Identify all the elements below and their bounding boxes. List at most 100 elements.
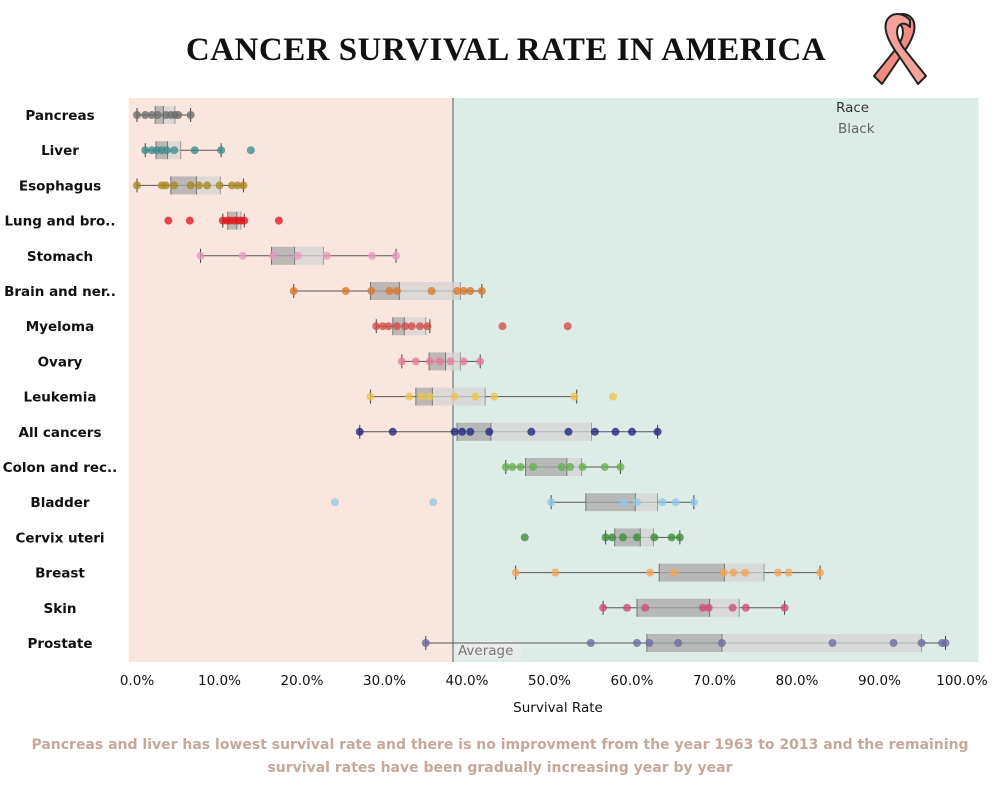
data-point bbox=[578, 463, 587, 471]
data-point bbox=[240, 216, 249, 225]
data-point bbox=[689, 498, 698, 507]
box-lower-half bbox=[525, 458, 567, 476]
row-6: Myeloma bbox=[26, 317, 572, 336]
x-axis: 0.0% 10.0% 20.0% 30.0% 40.0% 50.0% 60.0% 70.0% 8… bbox=[120, 673, 988, 716]
data-point bbox=[147, 111, 156, 119]
data-point bbox=[450, 392, 459, 401]
box-upper-half bbox=[709, 598, 740, 617]
data-point bbox=[941, 639, 950, 647]
caption-text: Pancreas and liver has lowest survival r… bbox=[31, 737, 969, 776]
data-point bbox=[774, 568, 783, 577]
row-11: Bladder bbox=[30, 493, 698, 512]
box-upper-half bbox=[294, 246, 324, 265]
row-9: All cancers bbox=[19, 422, 662, 441]
box-lower-half bbox=[271, 246, 295, 265]
data-point bbox=[816, 568, 825, 577]
x-tick-label: 50.0% bbox=[528, 673, 571, 689]
row-13: Breast bbox=[35, 563, 825, 582]
data-point bbox=[600, 463, 609, 471]
box-lower-half bbox=[614, 528, 641, 547]
category-label: Myeloma bbox=[26, 319, 94, 335]
data-point bbox=[466, 427, 475, 436]
data-point bbox=[190, 146, 199, 155]
category-label: Leukemia bbox=[24, 390, 97, 406]
x-tick-label: 90.0% bbox=[858, 673, 901, 689]
data-point bbox=[453, 287, 462, 295]
data-point bbox=[650, 533, 659, 542]
row-10: Colon and rec.. bbox=[3, 458, 625, 476]
data-point bbox=[547, 498, 556, 507]
legend-title: Race bbox=[836, 100, 869, 116]
data-point bbox=[828, 639, 837, 647]
box-lower-half bbox=[585, 493, 636, 512]
data-point bbox=[385, 287, 394, 295]
data-point bbox=[485, 427, 494, 436]
data-point bbox=[269, 251, 278, 260]
data-point bbox=[674, 639, 683, 647]
box-lower-half bbox=[659, 563, 725, 582]
data-point bbox=[601, 533, 610, 542]
row-0: Pancreas bbox=[25, 106, 195, 124]
data-point bbox=[239, 181, 248, 190]
category-label: Cervix uteri bbox=[15, 530, 104, 546]
x-tick-label: 80.0% bbox=[776, 673, 819, 689]
data-point bbox=[293, 251, 302, 260]
data-point bbox=[551, 568, 560, 577]
data-point bbox=[427, 287, 436, 295]
row-2: Esophagus bbox=[19, 176, 248, 195]
data-point bbox=[529, 463, 537, 471]
data-point bbox=[608, 533, 617, 542]
data-point bbox=[611, 427, 620, 436]
data-point bbox=[141, 111, 150, 119]
data-point bbox=[322, 251, 331, 260]
data-point bbox=[227, 181, 236, 190]
data-point bbox=[520, 533, 529, 542]
data-point bbox=[355, 427, 364, 436]
data-point bbox=[566, 463, 575, 471]
x-tick-label: 40.0% bbox=[446, 673, 489, 689]
data-point bbox=[246, 146, 255, 155]
data-point bbox=[741, 603, 750, 612]
box-lower-half bbox=[170, 176, 197, 195]
data-point bbox=[511, 568, 520, 577]
data-point bbox=[658, 498, 667, 507]
awareness-ribbon-icon bbox=[873, 13, 927, 85]
data-point bbox=[164, 216, 173, 225]
data-point bbox=[341, 287, 350, 295]
box-upper-half bbox=[721, 634, 922, 652]
data-point bbox=[570, 392, 579, 401]
data-point bbox=[203, 181, 212, 190]
data-point bbox=[917, 639, 926, 647]
data-point bbox=[392, 322, 401, 331]
category-label: Esophagus bbox=[19, 178, 101, 194]
data-point bbox=[194, 181, 203, 190]
data-point bbox=[477, 287, 486, 295]
category-label: Ovary bbox=[38, 354, 83, 370]
data-point bbox=[717, 639, 726, 647]
data-point bbox=[397, 357, 406, 366]
legend: Race Black bbox=[836, 100, 875, 137]
data-point bbox=[217, 146, 226, 155]
data-point bbox=[632, 498, 641, 507]
data-point bbox=[186, 181, 195, 190]
data-point bbox=[425, 392, 434, 401]
data-point bbox=[415, 322, 424, 331]
category-label: Bladder bbox=[30, 495, 90, 511]
data-point bbox=[196, 251, 205, 260]
data-point bbox=[889, 639, 898, 647]
data-point bbox=[466, 287, 475, 295]
box-upper-half bbox=[640, 528, 654, 547]
data-point bbox=[215, 181, 224, 190]
category-label: Stomach bbox=[27, 249, 93, 265]
data-point bbox=[133, 111, 141, 119]
data-point bbox=[609, 392, 618, 401]
x-tick-label: 60.0% bbox=[611, 673, 654, 689]
data-point bbox=[425, 357, 434, 366]
data-point bbox=[421, 639, 430, 647]
data-point bbox=[411, 357, 420, 366]
data-point bbox=[476, 357, 485, 366]
box-lower-half bbox=[636, 598, 710, 617]
data-point bbox=[501, 463, 510, 471]
data-point bbox=[784, 568, 793, 577]
data-point bbox=[392, 287, 401, 295]
